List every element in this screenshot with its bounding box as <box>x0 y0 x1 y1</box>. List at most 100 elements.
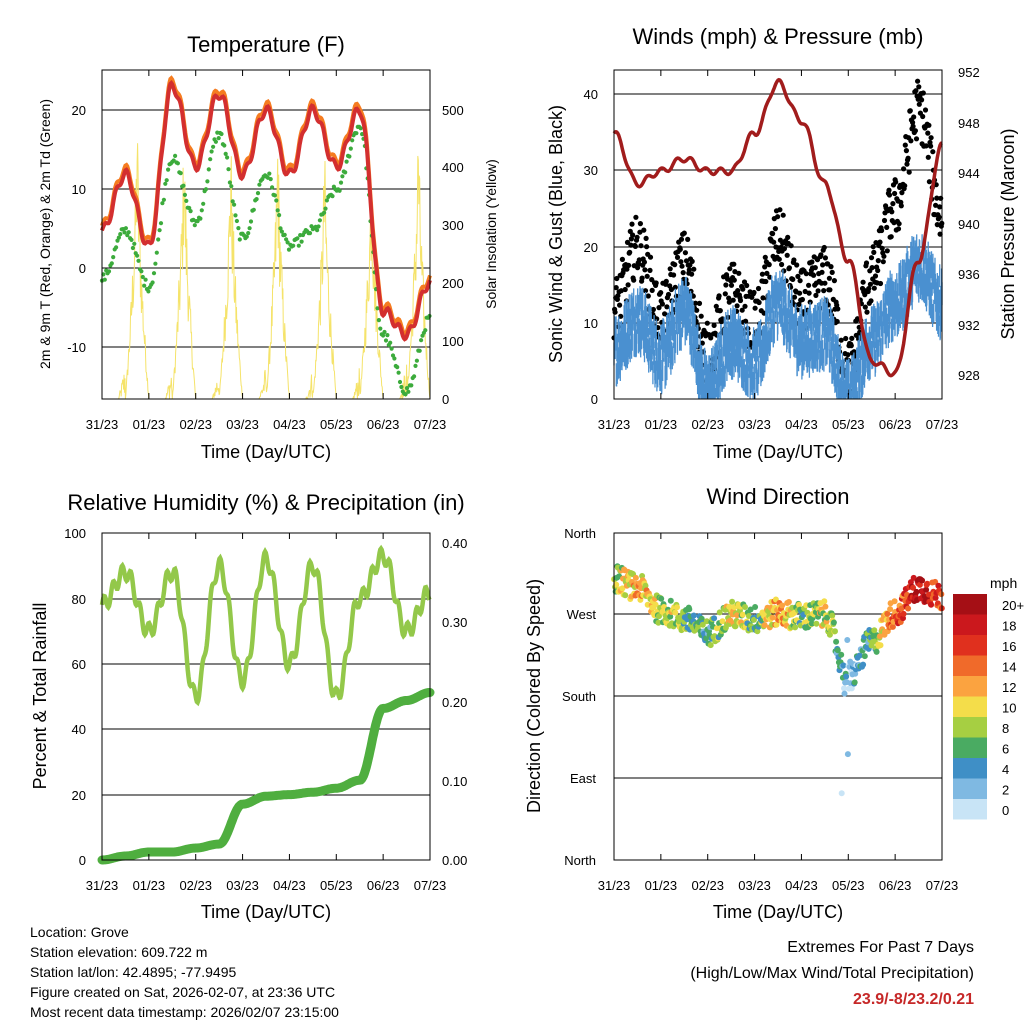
gust-point <box>934 222 940 228</box>
direction-point <box>779 602 786 609</box>
direction-point <box>887 606 894 613</box>
dewpoint-point <box>343 170 348 175</box>
gust-point <box>828 264 834 270</box>
dewpoint-point <box>142 283 147 288</box>
gust-point <box>644 244 650 250</box>
humidity-title: Relative Humidity (%) & Precipitation (i… <box>67 490 464 515</box>
x-tick-label: 03/23 <box>738 417 771 432</box>
dewpoint-point <box>230 199 235 204</box>
x-tick-label: 07/23 <box>414 417 447 432</box>
gust-point <box>829 269 835 275</box>
direction-point <box>860 661 867 668</box>
direction-point <box>841 685 847 692</box>
gust-point <box>892 190 898 197</box>
dewpoint-point <box>383 338 389 343</box>
y-tick-label: 10 <box>584 316 598 331</box>
gust-point <box>618 288 624 294</box>
gust-point <box>902 183 908 189</box>
dewpoint-point <box>226 167 231 172</box>
y-tick-label: 0 <box>591 392 598 407</box>
direction-point <box>832 628 838 635</box>
gust-point <box>915 78 921 84</box>
gust-point <box>904 161 910 167</box>
gust-point <box>766 262 772 268</box>
y-tick-label: 10 <box>72 182 86 197</box>
gust-point <box>634 234 640 240</box>
legend-label: 20+ <box>1002 598 1024 613</box>
gust-point <box>835 306 841 312</box>
x-tick-label: 06/23 <box>879 878 912 893</box>
gust-point <box>647 254 654 260</box>
gust-point <box>656 305 662 311</box>
direction-point <box>935 582 942 589</box>
gust-point <box>791 257 797 263</box>
gust-point <box>631 277 637 283</box>
y2-tick-label: 400 <box>442 160 464 175</box>
dewpoint-point <box>111 255 116 260</box>
dewpoint-point <box>291 243 296 248</box>
x-tick-label: 31/23 <box>598 417 631 432</box>
plot-frame <box>613 69 943 400</box>
gust-point <box>734 303 740 309</box>
dewpoint-point <box>317 218 322 223</box>
y-tick-label: 40 <box>72 722 86 737</box>
plot-frame <box>101 532 431 861</box>
gust-point <box>772 226 779 232</box>
direction-point <box>655 619 662 626</box>
legend-label: 10 <box>1002 701 1016 716</box>
gust-point <box>937 231 943 237</box>
y2-tick-label: 500 <box>442 103 464 118</box>
dewpoint-point <box>397 379 403 385</box>
gust-point <box>674 254 681 260</box>
direction-point <box>672 609 679 616</box>
legend-swatch <box>953 635 987 656</box>
dewpoint-point <box>244 234 249 239</box>
dewpoint-point <box>286 247 292 252</box>
gust-point <box>907 108 913 114</box>
gust-point <box>689 271 695 277</box>
dewpoint-point <box>385 333 390 338</box>
gust-point <box>780 212 786 218</box>
y2-tick-label: 932 <box>958 318 980 333</box>
elevation-text: Station elevation: 609.722 m <box>30 944 208 960</box>
y-axis-label: 2m & 9m T (Red, Orange) & 2m Td (Green) <box>37 99 53 369</box>
temp2m-series <box>100 80 432 342</box>
direction-point <box>622 592 629 599</box>
dewpoint-point <box>178 171 183 176</box>
dewpoint-point <box>154 250 159 255</box>
dewpoint-point <box>282 232 287 237</box>
gust-point <box>911 114 917 120</box>
gust-point <box>925 130 931 136</box>
dewpoint-point <box>161 197 166 202</box>
dewpoint-point <box>199 208 204 213</box>
dewpoint-point <box>114 245 119 250</box>
direction-point <box>829 612 836 619</box>
gust-point <box>615 293 621 299</box>
gust-point <box>727 266 733 272</box>
dewpoint-point <box>388 340 393 345</box>
legend-swatch <box>953 799 987 820</box>
gust-point <box>934 195 940 201</box>
y2-tick-label: 0.30 <box>442 615 467 630</box>
dewpoint-series <box>99 124 432 397</box>
dewpoint-point <box>157 228 162 233</box>
solar-series <box>102 143 431 400</box>
gust-point <box>875 258 881 264</box>
dewpoint-point <box>267 171 272 176</box>
gust-point <box>628 242 634 248</box>
dewpoint-point <box>229 184 234 189</box>
gust-point <box>890 201 896 207</box>
gust-point <box>838 337 844 343</box>
dewpoint-point <box>130 245 135 251</box>
dewpoint-point <box>198 216 203 221</box>
gust-point <box>902 142 908 148</box>
x-tick-label: 02/23 <box>179 417 212 432</box>
gust-point <box>898 203 904 209</box>
direction-point <box>813 620 820 627</box>
gust-point <box>653 280 659 286</box>
gust-point <box>771 239 777 245</box>
x-tick-label: 05/23 <box>832 417 865 432</box>
direction-point <box>861 653 868 660</box>
dewpoint-point <box>222 143 227 148</box>
gust-point <box>682 250 689 256</box>
